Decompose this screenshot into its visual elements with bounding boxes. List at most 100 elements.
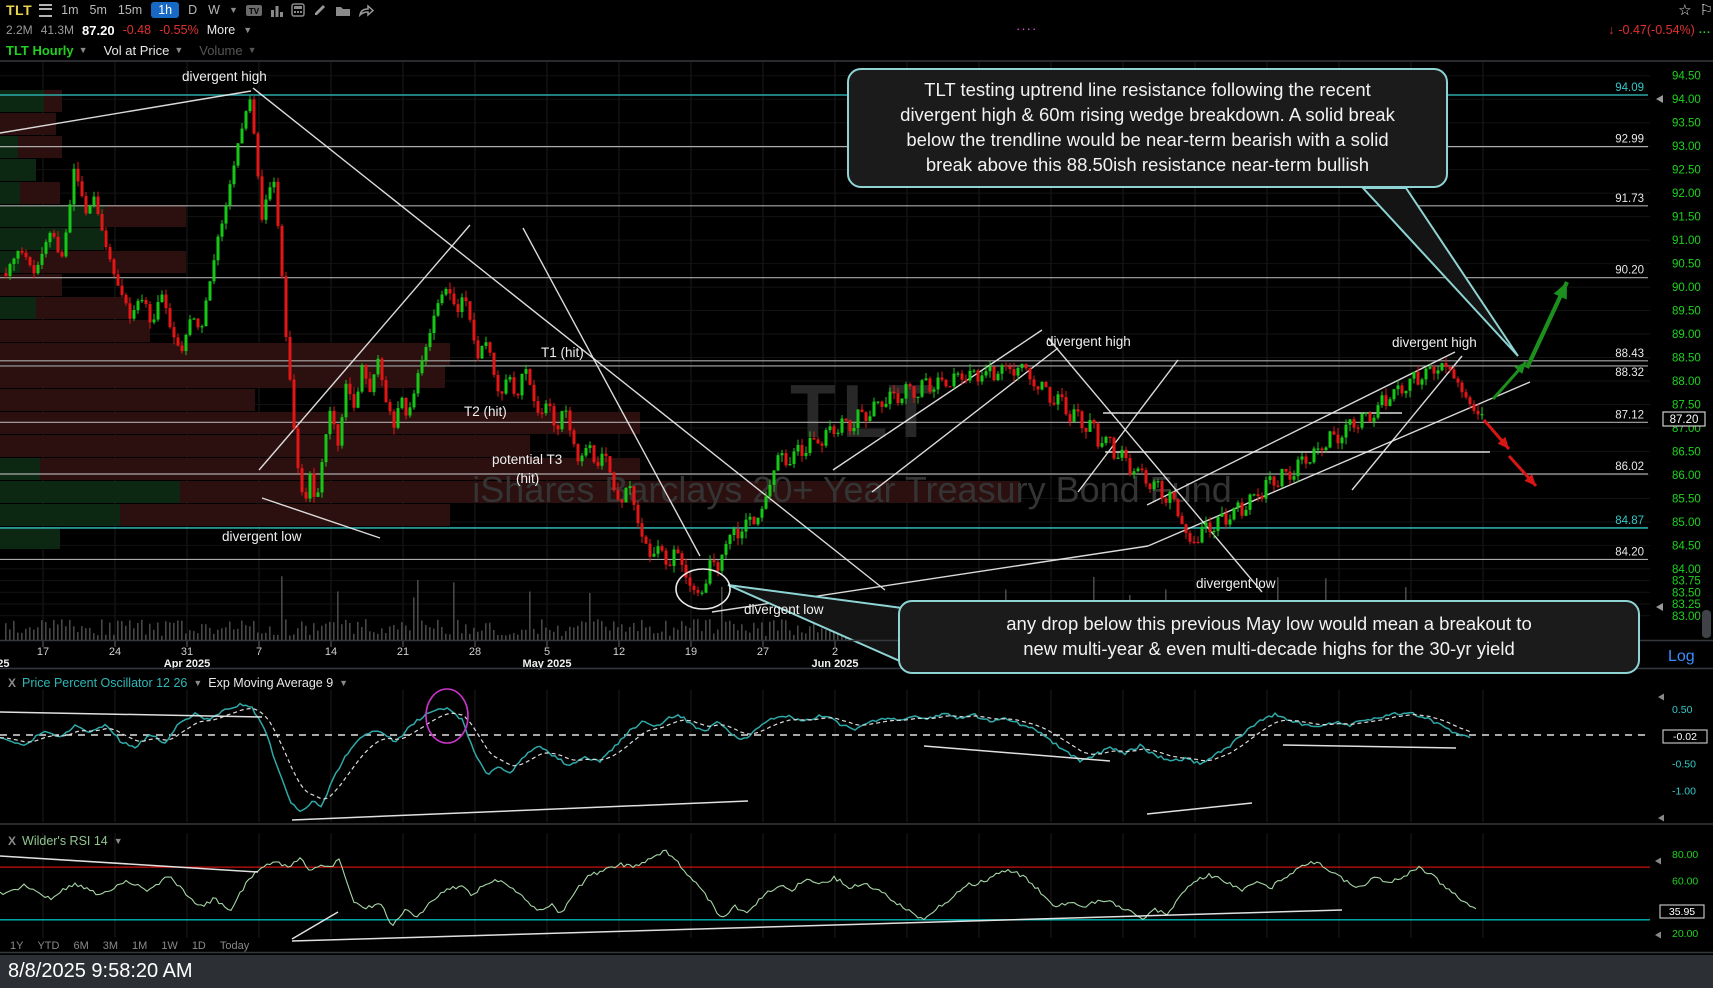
vol-at-price-selector[interactable]: Vol at Price [103,42,170,58]
tv-icon[interactable]: TV [245,4,263,17]
volume-average: 41.3M [40,23,75,37]
volume-selector[interactable]: Volume [199,42,243,58]
more-dropdown-icon[interactable]: ▼ [243,25,253,35]
ppo-indicator-name[interactable]: Price Percent Oscillator 12 26 [22,676,188,690]
svg-text:88.50: 88.50 [1672,353,1701,365]
svg-text:divergent high: divergent high [182,69,267,84]
range-1w[interactable]: 1W [161,939,178,952]
timeframe-1m[interactable]: 1m [61,3,79,17]
svg-text:92.50: 92.50 [1672,165,1701,177]
svg-text:88.00: 88.00 [1672,376,1701,388]
svg-text:potential T3: potential T3 [492,452,562,467]
svg-text:iShares Barclays 20+ Year Trea: iShares Barclays 20+ Year Treasury Bond … [472,469,1231,510]
timeframe-dropdown-icon[interactable]: ▼ [228,5,238,15]
svg-text:91.50: 91.50 [1672,212,1701,224]
svg-text:28: 28 [469,646,481,658]
rsi-dropdown-icon[interactable]: ▼ [113,836,123,846]
annotation-line: any drop below this previous May low wou… [1006,613,1532,635]
timeframe-5m[interactable]: 5m [89,3,107,17]
range-today[interactable]: Today [219,939,250,952]
range-1d[interactable]: 1D [191,939,206,952]
volume-dropdown-icon[interactable]: ▼ [247,45,257,55]
svg-text:89.00: 89.00 [1672,329,1701,341]
folder-icon[interactable] [335,4,351,17]
svg-text:-0.50: -0.50 [1672,758,1696,770]
timeframe-1h[interactable]: 1h [151,2,180,18]
star-icon[interactable]: ☆ [1678,2,1692,19]
svg-text:0.50: 0.50 [1672,704,1693,716]
log-scale-toggle[interactable]: Log [1668,648,1695,665]
svg-text:94.00: 94.00 [1672,94,1701,106]
svg-text:May 2025: May 2025 [523,658,572,670]
symbol-label[interactable]: TLT [6,2,33,18]
svg-text:80.00: 80.00 [1672,849,1698,861]
svg-text:5: 5 [544,646,550,658]
annotation-callout-bottom[interactable]: any drop below this previous May low wou… [898,600,1640,674]
ppo-ema-dropdown-icon[interactable]: ▼ [339,678,349,688]
flag-icon[interactable]: ⚐ [1699,2,1713,19]
svg-text:83.00: 83.00 [1672,611,1701,623]
chart-type-icon[interactable] [270,4,284,17]
svg-text:83.50: 83.50 [1672,587,1701,599]
svg-text:14: 14 [325,646,337,658]
range-3m[interactable]: 3M [102,939,119,952]
svg-text:93.50: 93.50 [1672,118,1701,130]
svg-text:35.95: 35.95 [1669,906,1695,918]
vol-at-price-dropdown-icon[interactable]: ▼ [174,45,184,55]
range-1m[interactable]: 1M [132,939,148,952]
svg-text:87.50: 87.50 [1672,399,1701,411]
ppo-ema-name[interactable]: Exp Moving Average 9 [208,676,334,690]
quote-row: 2.2M 41.3M 87.20 -0.48 -0.55% More ▼ ···… [0,20,1713,40]
svg-text:Jun 2025: Jun 2025 [811,658,858,670]
svg-text:divergent low: divergent low [222,529,302,544]
svg-text:92.00: 92.00 [1672,188,1701,200]
series-selector[interactable]: TLT Hourly [6,42,74,58]
down-arrow-icon: ↓ [1608,23,1615,37]
rsi-close-button[interactable]: X [8,834,17,848]
range-6m[interactable]: 6M [73,939,89,952]
range-ytd[interactable]: YTD [37,939,60,952]
menu-icon[interactable] [39,3,53,17]
chart-header: TLT Hourly ▼ Vol at Price ▼ Volume ▼ [0,40,1713,60]
svg-text:T2 (hit): T2 (hit) [464,404,507,419]
svg-text:12: 12 [613,646,625,658]
rsi-panel-header: X Wilder's RSI 14 ▼ [8,834,123,848]
svg-text:7: 7 [256,646,262,658]
ppo-panel-layer: 0.50 -0.50 -1.00 -0.02 [0,688,1708,822]
svg-text:20.00: 20.00 [1672,928,1698,940]
range-row: 1Y YTD 6M 3M 1M 1W 1D Today [0,938,1713,953]
svg-text:divergent high: divergent high [1392,335,1477,350]
timeframe-W[interactable]: W [208,3,220,17]
ppo-dropdown-icon[interactable]: ▼ [193,678,203,688]
svg-text:86.02: 86.02 [1615,461,1644,473]
svg-text:TLT: TLT [790,369,940,453]
svg-text:84.87: 84.87 [1615,515,1644,527]
timeframe-D[interactable]: D [188,3,198,17]
svg-text:divergent low: divergent low [1196,576,1276,591]
pencil-icon[interactable] [313,3,328,17]
svg-text:2: 2 [832,646,838,658]
timeframe-15m[interactable]: 15m [117,3,143,17]
trendline-layer [0,87,1531,613]
candles-layer [4,95,1484,597]
svg-text:83.25: 83.25 [1672,599,1701,611]
calculator-icon[interactable] [291,3,306,17]
svg-text:85.00: 85.00 [1672,517,1701,529]
range-1y[interactable]: 1Y [10,939,24,952]
svg-text:Mar 2025: Mar 2025 [0,658,10,670]
rsi-indicator-name[interactable]: Wilder's RSI 14 [22,834,108,848]
svg-text:94.09: 94.09 [1615,82,1644,94]
callout-tails-layer [727,187,1519,664]
series-dropdown-icon[interactable]: ▼ [78,45,88,55]
annotation-line: new multi-year & even multi-decade highs… [1023,638,1515,659]
svg-text:86.50: 86.50 [1672,446,1701,458]
annotation-callout-top[interactable]: TLT testing uptrend line resistance foll… [847,68,1448,188]
svg-text:-0.02: -0.02 [1673,731,1697,743]
status-bar: 8/8/2025 9:58:20 AM [0,955,1713,988]
share-icon[interactable] [358,3,375,17]
ppo-close-button[interactable]: X [8,676,17,690]
more-button[interactable]: More [206,23,236,37]
svg-text:17: 17 [37,646,49,658]
